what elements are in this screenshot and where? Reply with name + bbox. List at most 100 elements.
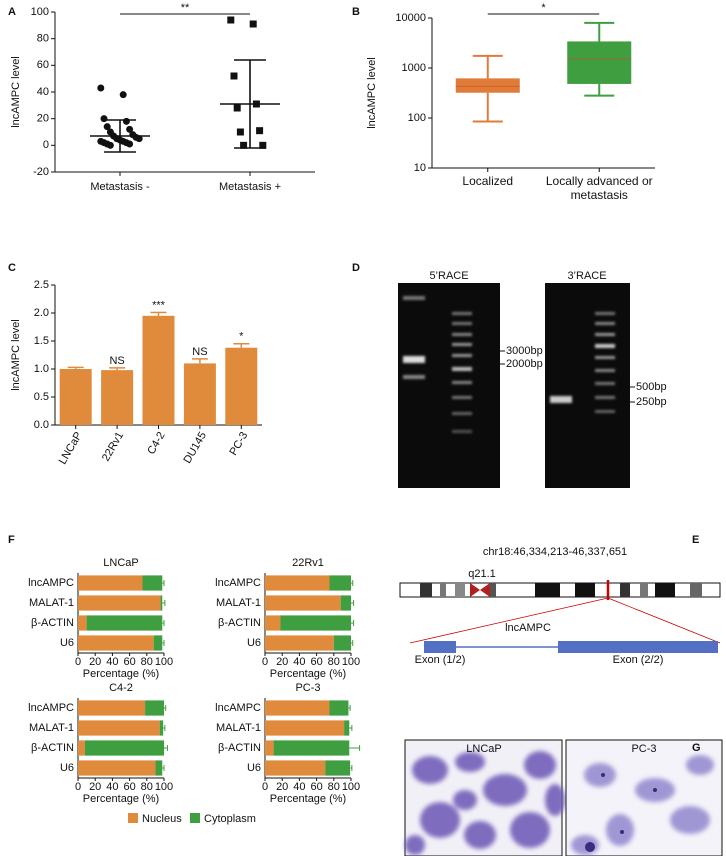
bar-segment xyxy=(265,575,330,591)
data-point xyxy=(227,16,235,24)
significance-label: * xyxy=(541,2,546,14)
y-tick-label: 100 xyxy=(408,112,426,124)
y-tick-label: 60 xyxy=(37,59,49,71)
y-tick-label: U6 xyxy=(247,637,261,649)
panel-label: F xyxy=(8,534,15,546)
box xyxy=(567,41,632,84)
panel-label: D xyxy=(352,262,360,274)
y-tick-label: 100 xyxy=(31,6,49,18)
micrograph-title: LNCaP xyxy=(466,743,501,755)
y-tick-label: 1.0 xyxy=(34,363,49,375)
x-tick-label: 0 xyxy=(75,781,81,793)
x-tick-label: DU145 xyxy=(181,430,209,466)
micrograph-pc3 xyxy=(565,739,723,856)
exon-label: Exon (2/2) xyxy=(613,654,664,666)
bar-segment xyxy=(155,760,163,776)
data-point xyxy=(122,117,130,125)
y-axis-label: lncAMPC level xyxy=(10,56,22,128)
marker-label: 2000bp xyxy=(506,358,543,370)
panel-label: E xyxy=(692,534,699,546)
micrograph-lncap xyxy=(404,739,565,856)
bar-segment xyxy=(329,575,351,591)
significance-label: NS xyxy=(109,355,124,367)
x-axis-label: Percentage (%) xyxy=(270,668,346,680)
y-tick-label: U6 xyxy=(247,762,261,774)
x-tick-label: LNCaP xyxy=(57,430,85,467)
significance-label: NS xyxy=(192,346,207,358)
x-tick-label: 40 xyxy=(293,781,305,793)
bar-segment xyxy=(333,635,351,651)
data-point xyxy=(119,91,127,99)
x-tick-label: Metastasis - xyxy=(90,181,150,193)
data-point xyxy=(106,141,114,149)
x-tick-label: 80 xyxy=(141,656,153,668)
data-point xyxy=(97,84,105,92)
x-tick-label: 40 xyxy=(293,656,305,668)
data-point xyxy=(135,135,143,143)
bar-segment xyxy=(78,635,154,651)
x-tick-label: 40 xyxy=(106,781,118,793)
bar-segment xyxy=(265,760,326,776)
y-tick-label: 2.0 xyxy=(34,307,49,319)
bar-segment xyxy=(340,595,351,611)
bar-segment xyxy=(265,740,274,756)
x-tick-label: 60 xyxy=(123,781,135,793)
x-tick-label: 0 xyxy=(262,656,268,668)
y-axis-label: lncAMPC level xyxy=(366,57,378,129)
bar-segment xyxy=(265,635,334,651)
data-point xyxy=(249,20,257,28)
x-tick-label-box: Locally advanced or metastasis xyxy=(546,174,653,202)
y-tick-label: 10000 xyxy=(395,12,426,24)
x-axis-label: Percentage (%) xyxy=(83,793,159,805)
data-point xyxy=(236,128,244,136)
legend-label: Cytoplasm xyxy=(204,813,256,825)
x-tick-label: 40 xyxy=(106,656,118,668)
y-tick-label: 1000 xyxy=(402,62,426,74)
x-tick-label: 20 xyxy=(276,656,288,668)
y-tick-label: 2.5 xyxy=(34,279,49,291)
x-axis-label: Percentage (%) xyxy=(83,668,159,680)
y-tick-label: -20 xyxy=(33,166,49,178)
bar-segment xyxy=(78,700,146,716)
significance-label: ** xyxy=(181,2,190,14)
y-tick-label: lncAMPC xyxy=(28,702,74,714)
chart-title: C4-2 xyxy=(109,682,133,694)
gel-image xyxy=(398,283,500,488)
data-point xyxy=(126,125,134,133)
x-tick-label: Metastasis + xyxy=(219,181,281,193)
x-tick-label: 0 xyxy=(262,781,268,793)
y-tick-label: MALAT-1 xyxy=(216,597,261,609)
panel-label: G xyxy=(692,742,701,754)
y-tick-label: 40 xyxy=(37,86,49,98)
box xyxy=(455,78,520,93)
x-tick-label: 100 xyxy=(155,656,173,668)
chart-title: PC-3 xyxy=(295,682,320,694)
data-point xyxy=(126,140,134,148)
x-tick-label: 80 xyxy=(328,781,340,793)
bar-segment xyxy=(159,720,164,736)
y-tick-label: β-ACTIN xyxy=(218,617,261,629)
chromosome-ideogram xyxy=(399,580,721,653)
bar-segment xyxy=(142,575,163,591)
bar-segment xyxy=(153,635,163,651)
x-tick-label: 0 xyxy=(75,656,81,668)
bar-segment xyxy=(145,700,164,716)
bar-segment xyxy=(265,700,330,716)
y-tick-label: lncAMPC xyxy=(215,577,261,589)
data-point xyxy=(256,127,264,135)
x-tick-label: 80 xyxy=(141,781,153,793)
bar-segment xyxy=(273,740,350,756)
x-tick-label: 20 xyxy=(89,781,101,793)
y-tick-label: 10 xyxy=(414,162,426,174)
bar-segment xyxy=(78,575,143,591)
y-tick-label: lncAMPC xyxy=(215,702,261,714)
bar-segment xyxy=(325,760,351,776)
y-tick-label: U6 xyxy=(60,762,74,774)
gel-title: 3’RACE xyxy=(567,270,606,282)
y-axis-label: lncAMPC level xyxy=(10,319,22,391)
significance-label: * xyxy=(239,331,244,343)
data-point xyxy=(230,72,238,80)
y-tick-label: MALAT-1 xyxy=(29,722,74,734)
x-tick-label: 60 xyxy=(310,781,322,793)
legend-swatch xyxy=(128,813,138,823)
